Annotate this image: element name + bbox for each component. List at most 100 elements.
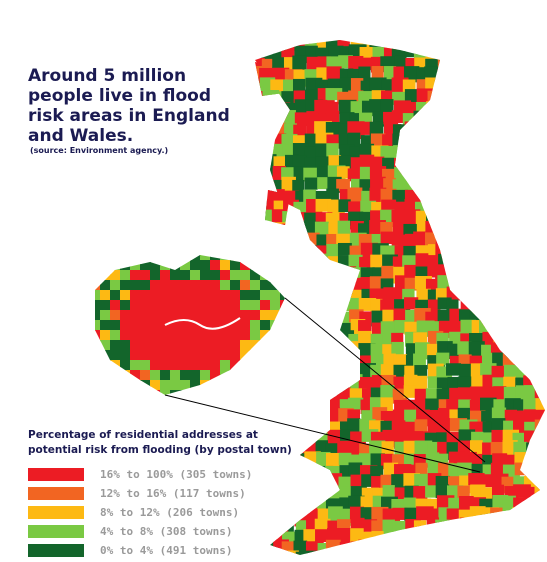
- map-area: [436, 220, 450, 233]
- map-area: [200, 320, 211, 331]
- map-area: [272, 234, 291, 252]
- map-area: [220, 370, 231, 381]
- map-area: [281, 309, 298, 327]
- map-area: [526, 91, 541, 109]
- map-area: [326, 366, 340, 381]
- source: (source: Environment agency.): [30, 146, 169, 155]
- map-area: [190, 330, 201, 341]
- map-area: [230, 280, 241, 291]
- map-area: [446, 166, 464, 184]
- map-area: [210, 290, 221, 301]
- map-area: [536, 231, 545, 249]
- title-line: risk areas in England: [28, 106, 230, 126]
- map-area: [100, 310, 111, 321]
- map-area: [262, 407, 277, 421]
- map-area: [150, 300, 161, 311]
- map-area: [95, 290, 101, 301]
- map-area: [403, 385, 417, 398]
- map-area: [280, 290, 285, 301]
- map-area: [348, 462, 363, 477]
- map-area: [250, 260, 261, 271]
- map-area: [460, 253, 478, 270]
- map-area: [470, 122, 485, 135]
- map-area: [435, 122, 450, 137]
- map-area: [150, 320, 161, 331]
- map-area: [514, 221, 527, 235]
- map-area: [304, 353, 320, 367]
- map-area: [438, 178, 451, 192]
- map-area: [270, 290, 281, 301]
- map-area: [535, 552, 545, 555]
- map-area: [255, 222, 267, 240]
- map-area: [140, 300, 151, 311]
- map-area: [270, 280, 281, 291]
- map-area: [534, 286, 545, 303]
- map-area: [259, 341, 277, 359]
- map-area: [468, 40, 486, 50]
- map-area: [240, 255, 251, 261]
- map-area: [468, 168, 486, 183]
- map-area: [170, 390, 181, 395]
- map-area: [280, 370, 285, 381]
- map-area: [210, 370, 221, 381]
- map-area: [250, 370, 261, 381]
- map-area: [393, 364, 407, 378]
- map-area: [240, 330, 251, 341]
- map-area: [281, 342, 294, 355]
- map-area: [391, 474, 405, 489]
- map-area: [458, 143, 475, 159]
- map-area: [470, 440, 483, 456]
- map-area: [369, 40, 384, 50]
- map-area: [447, 45, 463, 60]
- map-area: [512, 99, 528, 114]
- map-area: [438, 187, 454, 203]
- map-area: [220, 340, 231, 351]
- map-area: [503, 78, 522, 94]
- map-area: [416, 121, 430, 139]
- map-area: [240, 310, 251, 321]
- map-area: [535, 475, 545, 489]
- map-area: [457, 376, 474, 391]
- map-area: [525, 309, 540, 327]
- map-area: [120, 290, 131, 301]
- map-area: [360, 507, 374, 520]
- legend-label: 0% to 4% (491 towns): [100, 544, 233, 557]
- map-area: [160, 380, 171, 391]
- map-area: [272, 366, 290, 379]
- legend-item: 8% to 12% (206 towns): [28, 503, 252, 522]
- map-area: [537, 256, 545, 269]
- map-area: [190, 360, 201, 371]
- map-area: [482, 253, 496, 271]
- map-area: [513, 254, 531, 272]
- map-area: [292, 78, 306, 92]
- map-area: [413, 110, 431, 129]
- map-area: [482, 199, 498, 212]
- map-area: [273, 343, 291, 357]
- map-area: [280, 260, 285, 271]
- map-area: [130, 255, 141, 261]
- map-area: [358, 376, 374, 392]
- map-area: [460, 178, 475, 194]
- map-area: [536, 311, 545, 328]
- map-area: [457, 387, 474, 403]
- map-area: [460, 55, 475, 68]
- map-area: [515, 69, 528, 85]
- map-area: [394, 551, 408, 555]
- map-area: [281, 399, 295, 412]
- map-area: [255, 40, 263, 49]
- map-area: [270, 506, 284, 519]
- map-area: [479, 40, 496, 52]
- map-area: [314, 386, 330, 399]
- map-area: [282, 495, 298, 509]
- map-area: [95, 350, 101, 361]
- map-area: [294, 112, 308, 126]
- map-area: [479, 46, 497, 60]
- map-area: [437, 55, 452, 68]
- map-area: [294, 341, 312, 354]
- map-area: [170, 290, 181, 301]
- map-area: [502, 552, 518, 555]
- map-area: [284, 407, 300, 423]
- map-area: [160, 360, 171, 371]
- map-area: [523, 220, 540, 234]
- map-area: [503, 144, 519, 158]
